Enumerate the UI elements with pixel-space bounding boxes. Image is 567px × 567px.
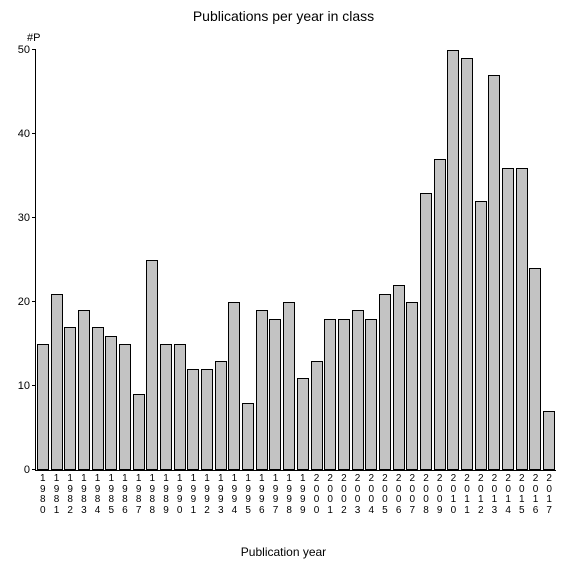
bar (133, 394, 145, 470)
chart-title: Publications per year in class (0, 8, 567, 24)
bar (488, 75, 500, 470)
y-tick-label: 40 (18, 128, 30, 140)
bar (187, 369, 199, 470)
x-tick-label: 2 0 0 3 (354, 474, 362, 516)
bar (228, 302, 240, 470)
bar (461, 58, 473, 470)
bar (311, 361, 323, 470)
x-tick-label: 2 0 1 4 (504, 474, 512, 516)
x-tick-label: 2 0 0 0 (313, 474, 321, 516)
bar (283, 302, 295, 470)
x-tick-label: 2 0 0 7 (408, 474, 416, 516)
y-tick-mark (32, 217, 36, 218)
bar (543, 411, 555, 470)
bar (174, 344, 186, 470)
x-tick-label: 1 9 9 4 (230, 474, 238, 516)
x-tick-label: 1 9 9 7 (271, 474, 279, 516)
bar (242, 403, 254, 470)
y-tick-label: 10 (18, 380, 30, 392)
x-tick-label: 1 9 8 5 (107, 474, 115, 516)
y-tick-label: 50 (18, 44, 30, 56)
bar (338, 319, 350, 470)
bar (105, 336, 117, 470)
x-tick-label: 1 9 8 8 (148, 474, 156, 516)
bar (297, 378, 309, 470)
x-tick-label: 2 0 0 9 (436, 474, 444, 516)
y-tick-mark (32, 49, 36, 50)
bar (352, 310, 364, 470)
x-tick-label: 1 9 8 2 (66, 474, 74, 516)
bar (119, 344, 131, 470)
bar (379, 294, 391, 470)
bar (51, 294, 63, 470)
x-tick-label: 1 9 8 9 (162, 474, 170, 516)
bar (92, 327, 104, 470)
x-tick-label: 1 9 9 2 (203, 474, 211, 516)
bar (406, 302, 418, 470)
x-tick-label: 1 9 9 8 (285, 474, 293, 516)
bar (365, 319, 377, 470)
x-tick-label: 2 0 1 0 (449, 474, 457, 516)
x-axis-title: Publication year (0, 545, 567, 559)
x-tick-label: 1 9 8 7 (135, 474, 143, 516)
bar (529, 268, 541, 470)
x-tick-label: 1 9 9 9 (299, 474, 307, 516)
bar (324, 319, 336, 470)
x-tick-label: 1 9 9 6 (258, 474, 266, 516)
x-tick-label: 1 9 9 1 (189, 474, 197, 516)
x-tick-label: 2 0 1 3 (490, 474, 498, 516)
plot-area: 010203040501 9 8 01 9 8 11 9 8 21 9 8 31… (35, 50, 556, 471)
x-tick-label: 2 0 1 6 (531, 474, 539, 516)
x-tick-label: 2 0 1 7 (545, 474, 553, 516)
x-tick-label: 1 9 9 5 (244, 474, 252, 516)
chart-container: Publications per year in class #P 010203… (0, 0, 567, 567)
bar (37, 344, 49, 470)
y-tick-mark (32, 301, 36, 302)
x-tick-label: 2 0 1 5 (518, 474, 526, 516)
x-tick-label: 2 0 0 8 (422, 474, 430, 516)
bar (78, 310, 90, 470)
bar (201, 369, 213, 470)
x-tick-label: 2 0 0 5 (381, 474, 389, 516)
bar (502, 168, 514, 470)
bar (146, 260, 158, 470)
y-tick-mark (32, 469, 36, 470)
x-tick-label: 1 9 8 6 (121, 474, 129, 516)
x-tick-label: 1 9 9 3 (217, 474, 225, 516)
bar (64, 327, 76, 470)
bar (434, 159, 446, 470)
bar (447, 50, 459, 470)
bar (215, 361, 227, 470)
bar (393, 285, 405, 470)
y-tick-label: 30 (18, 212, 30, 224)
x-tick-label: 1 9 8 1 (53, 474, 61, 516)
x-tick-label: 1 9 8 3 (80, 474, 88, 516)
y-axis-unit-label: #P (27, 32, 40, 44)
y-tick-mark (32, 385, 36, 386)
x-tick-label: 2 0 0 2 (340, 474, 348, 516)
x-tick-label: 1 9 8 4 (94, 474, 102, 516)
y-tick-mark (32, 133, 36, 134)
bar (160, 344, 172, 470)
x-tick-label: 1 9 8 0 (39, 474, 47, 516)
x-tick-label: 2 0 1 2 (477, 474, 485, 516)
bar (420, 193, 432, 470)
x-tick-label: 2 0 0 6 (395, 474, 403, 516)
y-tick-label: 20 (18, 296, 30, 308)
x-tick-label: 1 9 9 0 (176, 474, 184, 516)
y-tick-label: 0 (24, 464, 30, 476)
bar (256, 310, 268, 470)
x-tick-label: 2 0 1 1 (463, 474, 471, 516)
bar (516, 168, 528, 470)
bar (269, 319, 281, 470)
x-tick-label: 2 0 0 4 (367, 474, 375, 516)
x-tick-label: 2 0 0 1 (326, 474, 334, 516)
bar (475, 201, 487, 470)
